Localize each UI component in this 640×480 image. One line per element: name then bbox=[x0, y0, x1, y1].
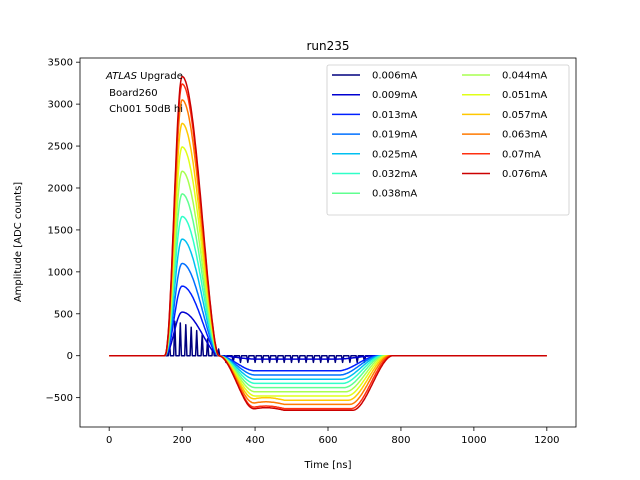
y-tick-label: 2500 bbox=[48, 142, 73, 153]
legend-item: 0.025mA bbox=[332, 149, 417, 160]
legend-label: 0.009mA bbox=[372, 90, 417, 101]
x-tick-label: 400 bbox=[246, 435, 265, 446]
legend-label: 0.044mA bbox=[502, 71, 547, 82]
x-tick-label: 200 bbox=[173, 435, 192, 446]
legend-item: 0.006mA bbox=[332, 71, 417, 82]
series-line bbox=[109, 320, 547, 364]
y-axis: −500 0 500 1000 1500 2000 2500 3000 3500 bbox=[46, 58, 80, 404]
legend-label: 0.051mA bbox=[502, 90, 547, 101]
legend-label: 0.038mA bbox=[372, 189, 417, 200]
legend-item: 0.038mA bbox=[332, 189, 417, 200]
legend-label: 0.006mA bbox=[372, 71, 417, 82]
annotation-line-1: ATLAS Upgrade bbox=[105, 71, 183, 82]
legend-label: 0.076mA bbox=[502, 169, 547, 180]
annotation-upgrade: Upgrade bbox=[137, 71, 183, 82]
legend-item: 0.057mA bbox=[462, 110, 547, 121]
series-line bbox=[109, 75, 547, 411]
y-tick-label: 3000 bbox=[48, 100, 73, 111]
legend-item: 0.063mA bbox=[462, 130, 547, 141]
series-layer bbox=[109, 75, 547, 411]
annotation-line-2: Board260 bbox=[106, 88, 158, 99]
series-lines bbox=[109, 75, 547, 411]
legend-item: 0.013mA bbox=[332, 110, 417, 121]
y-axis-label: Amplitude [ADC counts] bbox=[13, 182, 24, 302]
annotation-line-3: Ch001 50dB hi bbox=[106, 104, 183, 115]
legend-label: 0.013mA bbox=[372, 110, 417, 121]
y-tick-label: 1500 bbox=[48, 225, 73, 236]
x-tick-label: 1000 bbox=[461, 435, 486, 446]
x-tick-label: 0 bbox=[106, 435, 112, 446]
y-tick-label: −500 bbox=[46, 393, 73, 404]
legend-item: 0.032mA bbox=[332, 169, 417, 180]
y-tick-label: 3500 bbox=[48, 58, 73, 69]
legend-item: 0.019mA bbox=[332, 130, 417, 141]
legend-label: 0.063mA bbox=[502, 130, 547, 141]
legend-item: 0.051mA bbox=[462, 90, 547, 101]
x-tick-label: 600 bbox=[318, 435, 337, 446]
legend-label: 0.032mA bbox=[372, 169, 417, 180]
y-tick-label: 0 bbox=[67, 351, 73, 362]
x-axis-label: Time [ns] bbox=[303, 460, 351, 471]
y-tick-label: 500 bbox=[54, 309, 73, 320]
y-tick-label: 1000 bbox=[48, 267, 73, 278]
legend: 0.006mA 0.009mA 0.013mA 0.019mA 0.025mA 0.032… bbox=[326, 64, 570, 216]
y-tick-label: 2000 bbox=[48, 183, 73, 194]
x-tick-label: 1200 bbox=[534, 435, 559, 446]
annotation-atlas: ATLAS bbox=[105, 71, 138, 82]
legend-label: 0.019mA bbox=[372, 130, 417, 141]
legend-item: 0.076mA bbox=[462, 169, 547, 180]
legend-item: 0.044mA bbox=[462, 71, 547, 82]
legend-label: 0.057mA bbox=[502, 110, 547, 121]
legend-label: 0.025mA bbox=[372, 149, 417, 160]
legend-item: 0.07mA bbox=[462, 149, 541, 160]
chart-title: run235 bbox=[306, 39, 349, 53]
legend-label: 0.07mA bbox=[502, 149, 541, 160]
annotation: ATLAS Upgrade Board260 Ch001 50dB hi bbox=[105, 71, 183, 115]
legend-item: 0.009mA bbox=[332, 90, 417, 101]
x-tick-label: 800 bbox=[391, 435, 410, 446]
legend-box bbox=[326, 64, 570, 216]
x-axis: 0 200 400 600 800 1000 1200 bbox=[106, 427, 560, 446]
